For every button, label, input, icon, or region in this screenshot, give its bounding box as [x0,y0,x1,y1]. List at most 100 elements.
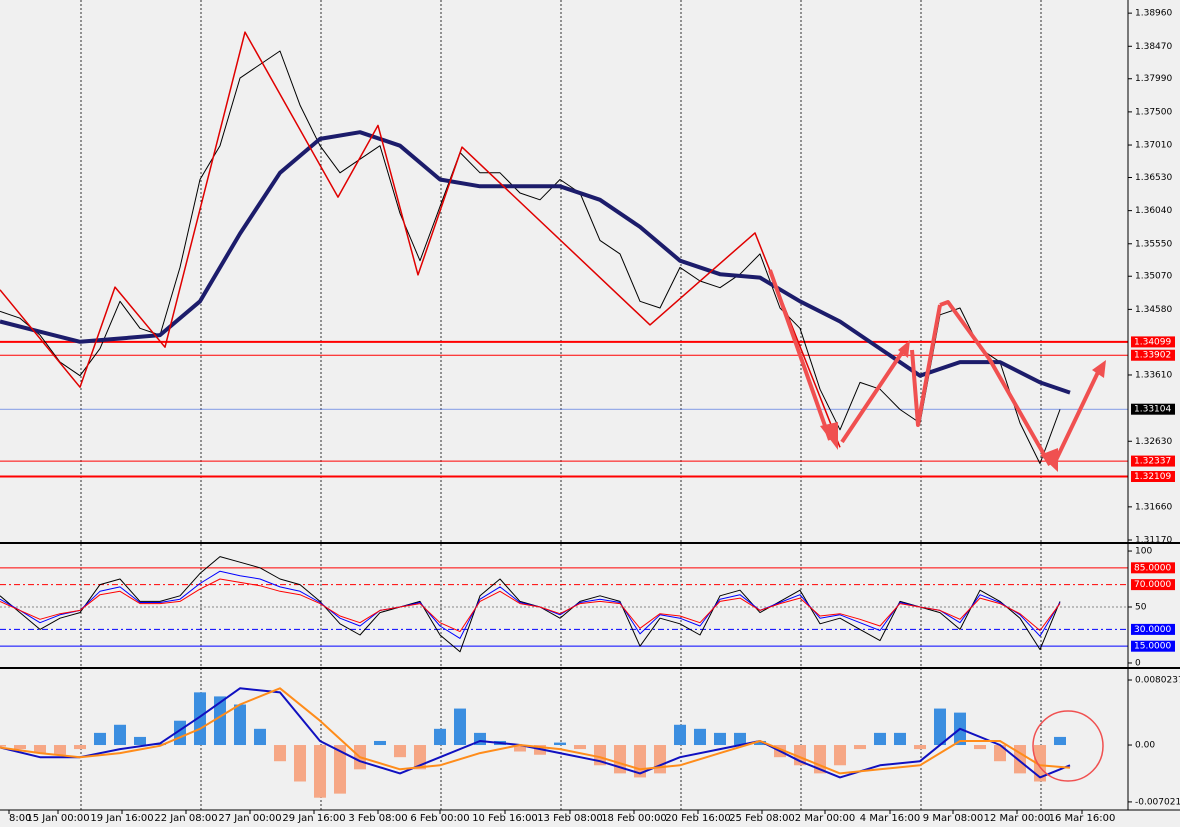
x-tick-label: 2 Mar 00:00 [795,813,855,824]
histogram-bar [1054,736,1066,746]
level-label: 1.32337 [1134,457,1171,467]
histogram-bar [974,745,986,750]
y-tick-label: 100 [1135,547,1152,557]
x-tick-label: 8:00 [9,813,31,824]
level-label: 1.34099 [1134,337,1171,347]
arrowhead [898,340,910,358]
level-label-box [1131,623,1175,635]
histogram-bar [674,724,686,746]
y-tick-label: 1.36530 [1135,173,1172,183]
level-label: 15.0000 [1134,642,1171,652]
level-label: 1.33902 [1134,351,1171,361]
x-tick-label: 22 Jan 08:00 [154,813,217,824]
histogram-bar [574,745,586,750]
grid [0,0,1128,810]
y-tick-label: 1.31660 [1135,502,1172,512]
histogram-bar [1014,745,1026,774]
level-label-box [1131,349,1175,361]
level-label: 30.0000 [1134,625,1171,635]
histogram-bar [0,745,6,747]
series-line [0,130,1071,395]
histogram-bar [914,745,926,750]
y-tick-label: 1.33610 [1135,370,1172,380]
y-tick-label: 1.34580 [1135,305,1172,315]
level-label-box [1131,470,1175,482]
histogram-bar [394,745,406,758]
x-tick-label: 9 Mar 08:00 [923,813,983,824]
y-tick-label: 1.36040 [1135,206,1172,216]
arrowhead [1040,448,1058,472]
histogram-bar [994,745,1006,762]
histogram-bar [514,745,526,752]
annotation-arrows [768,269,1106,782]
y-tick-label: 1.35550 [1135,239,1172,249]
x-tick-label: 18 Feb 00:00 [601,813,667,824]
histogram-bar [554,742,566,746]
arrowhead [1092,360,1106,378]
y-tick-label: 0 [1135,658,1141,668]
y-tick-label: 0.00 [1135,741,1155,751]
y-tick-label: 1.37500 [1135,107,1172,117]
y-tick-label: 1.37010 [1135,141,1172,151]
y-tick-label: 1.32630 [1135,437,1172,447]
histogram-bar [74,745,86,750]
arrow [840,346,907,444]
plot [0,31,1071,798]
level-label-box [1131,562,1175,574]
x-tick-label: 29 Jan 16:00 [282,813,345,824]
histogram-bar [54,745,66,755]
histogram-bar [734,732,746,746]
arrow [910,304,942,427]
x-tick-label: 15 Jan 00:00 [26,813,89,824]
histogram-bar [314,745,326,798]
level-label-box [1131,579,1175,591]
x-tick-label: 20 Feb 16:00 [665,813,731,824]
histogram-bar [334,745,346,794]
y-tick-label: 1.31170 [1135,536,1172,546]
histogram-bar [934,708,946,746]
histogram-bar [834,745,846,766]
x-tick-label: 10 Feb 16:00 [472,813,538,824]
histogram-bar [254,728,266,746]
histogram-bar [1034,745,1046,782]
x-tick-label: 12 Mar 00:00 [984,813,1051,824]
histogram-bar [34,745,46,754]
histogram-bar [194,692,206,746]
x-tick-label: 16 Mar 16:00 [1049,813,1116,824]
histogram-bar [114,724,126,746]
histogram-bar [214,696,226,746]
series-line [0,687,1071,779]
y-tick-label: -0.007021 [1135,797,1180,807]
arrow [1054,367,1102,461]
x-tick-label: 25 Feb 08:00 [729,813,795,824]
histogram-bar [874,732,886,746]
level-label: 85.0000 [1134,563,1171,573]
histogram-bar [14,745,26,750]
histogram-bar [374,740,386,746]
x-tick-label: 27 Jan 00:00 [218,813,281,824]
histogram-bar [714,732,726,746]
histogram-bar [754,740,766,746]
level-label: 70.0000 [1134,580,1171,590]
histogram-bar [274,745,286,762]
x-tick-label: 13 Feb 08:00 [537,813,603,824]
histogram-bar [454,708,466,746]
series-line [0,31,841,448]
histogram-bar [694,728,706,746]
histogram-bar [294,745,306,782]
histogram-bar [654,745,666,774]
histogram-bar [434,728,446,746]
level-label-box [1131,336,1175,348]
series-line [0,556,1061,653]
arrowhead [820,422,838,450]
histogram-bar [94,732,106,746]
series-line [0,50,1061,465]
histogram-bar [854,745,866,750]
series-line [0,687,1071,775]
y-tick-label: 1.38470 [1135,42,1172,52]
level-label-box [1131,455,1175,467]
level-label: 1.32109 [1134,472,1171,482]
y-tick-label: 1.38960 [1135,9,1172,19]
